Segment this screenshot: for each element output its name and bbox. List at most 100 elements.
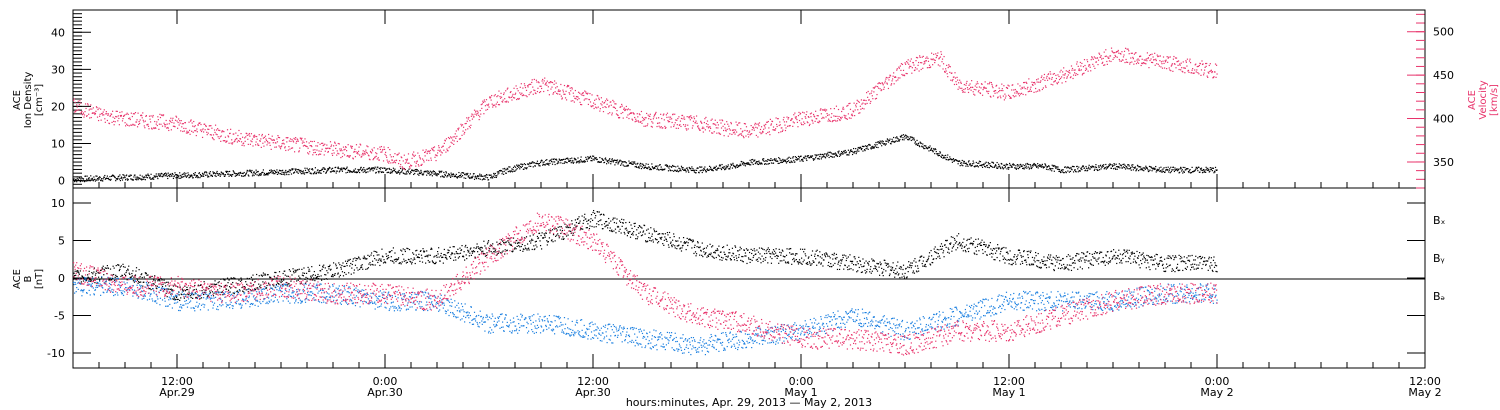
velocity-point [1082, 66, 1085, 68]
velocity-point [260, 138, 262, 140]
velocity-point [889, 75, 892, 77]
velocity-point [871, 95, 873, 97]
density-point [1087, 169, 1089, 171]
velocity-point [803, 121, 805, 123]
density-point [487, 179, 490, 181]
velocity-point [824, 108, 826, 110]
velocity-point [1044, 85, 1047, 87]
density-point [298, 168, 300, 171]
density-point [208, 176, 210, 178]
density-point [1179, 168, 1181, 170]
bx-point [91, 271, 93, 274]
density-point [992, 161, 994, 164]
density-point [586, 160, 588, 162]
velocity-point [945, 70, 947, 72]
velocity-point [448, 137, 451, 140]
density-point [1015, 165, 1017, 167]
velocity-point [747, 133, 749, 135]
velocity-point [150, 115, 152, 117]
density-point [704, 169, 706, 171]
velocity-point [953, 76, 955, 78]
density-point [633, 162, 635, 164]
density-point [1025, 163, 1027, 165]
velocity-point [1111, 51, 1114, 53]
density-point [439, 171, 441, 174]
density-point [711, 168, 713, 171]
density-point [183, 175, 185, 178]
density-point [199, 177, 201, 179]
density-point [252, 171, 255, 173]
velocity-point [780, 131, 782, 133]
density-point [320, 172, 322, 174]
velocity-point [939, 56, 942, 58]
density-point [1060, 171, 1062, 173]
velocity-point [872, 87, 874, 89]
velocity-point [247, 143, 249, 145]
velocity-point [111, 121, 113, 124]
velocity-point [1129, 63, 1131, 65]
velocity-point [394, 153, 396, 155]
density-point [368, 167, 371, 169]
velocity-point [84, 111, 86, 113]
velocity-point [947, 76, 949, 78]
velocity-point [900, 63, 903, 65]
bx-point [159, 280, 161, 282]
velocity-point [459, 138, 462, 140]
density-point [169, 175, 171, 178]
density-point [1123, 163, 1125, 165]
velocity-point [234, 139, 236, 141]
density-point [630, 163, 633, 165]
velocity-point [99, 113, 101, 115]
velocity-point [139, 122, 141, 125]
velocity-point [1181, 67, 1183, 69]
density-point [1042, 166, 1044, 168]
density-point [212, 171, 214, 173]
velocity-point [1109, 55, 1112, 57]
density-point [127, 179, 129, 181]
velocity-point [686, 129, 688, 131]
bx-point [218, 291, 220, 293]
date-tick-label: May 2 [1200, 386, 1233, 399]
density-point [458, 175, 461, 177]
density-point [247, 170, 249, 172]
velocity-point [251, 141, 253, 143]
velocity-point [539, 91, 542, 93]
density-point [282, 169, 284, 171]
velocity-point [994, 89, 997, 92]
density-point [444, 173, 446, 176]
velocity-point [1009, 95, 1011, 98]
density-point [1020, 164, 1022, 166]
velocity-point [1130, 57, 1132, 59]
velocity-point [302, 140, 304, 142]
bx-point [203, 281, 205, 283]
density-point [636, 166, 638, 169]
density-point [225, 170, 227, 172]
density-point [224, 174, 227, 176]
velocity-point [1013, 89, 1015, 91]
velocity-point [330, 145, 332, 148]
density-point [120, 176, 123, 178]
velocity-point [1105, 55, 1107, 57]
density-point [111, 175, 113, 177]
density-point [719, 165, 722, 167]
density-point [1070, 166, 1072, 169]
velocity-point [1167, 57, 1169, 59]
velocity-point [743, 137, 745, 139]
bx-point [188, 291, 190, 293]
velocity-point [623, 107, 625, 109]
velocity-point [1195, 71, 1197, 73]
velocity-point [738, 134, 740, 136]
velocity-point [592, 105, 594, 107]
density-point [594, 157, 596, 159]
density-point [1112, 164, 1114, 167]
velocity-point [139, 119, 141, 121]
density-point [146, 174, 148, 176]
bx-point [162, 283, 164, 285]
density-point [219, 175, 221, 177]
density-point [318, 171, 320, 173]
velocity-point [271, 135, 273, 137]
velocity-point [686, 116, 688, 118]
density-point [885, 140, 887, 142]
density-point [1116, 168, 1118, 170]
density-point [780, 161, 782, 163]
